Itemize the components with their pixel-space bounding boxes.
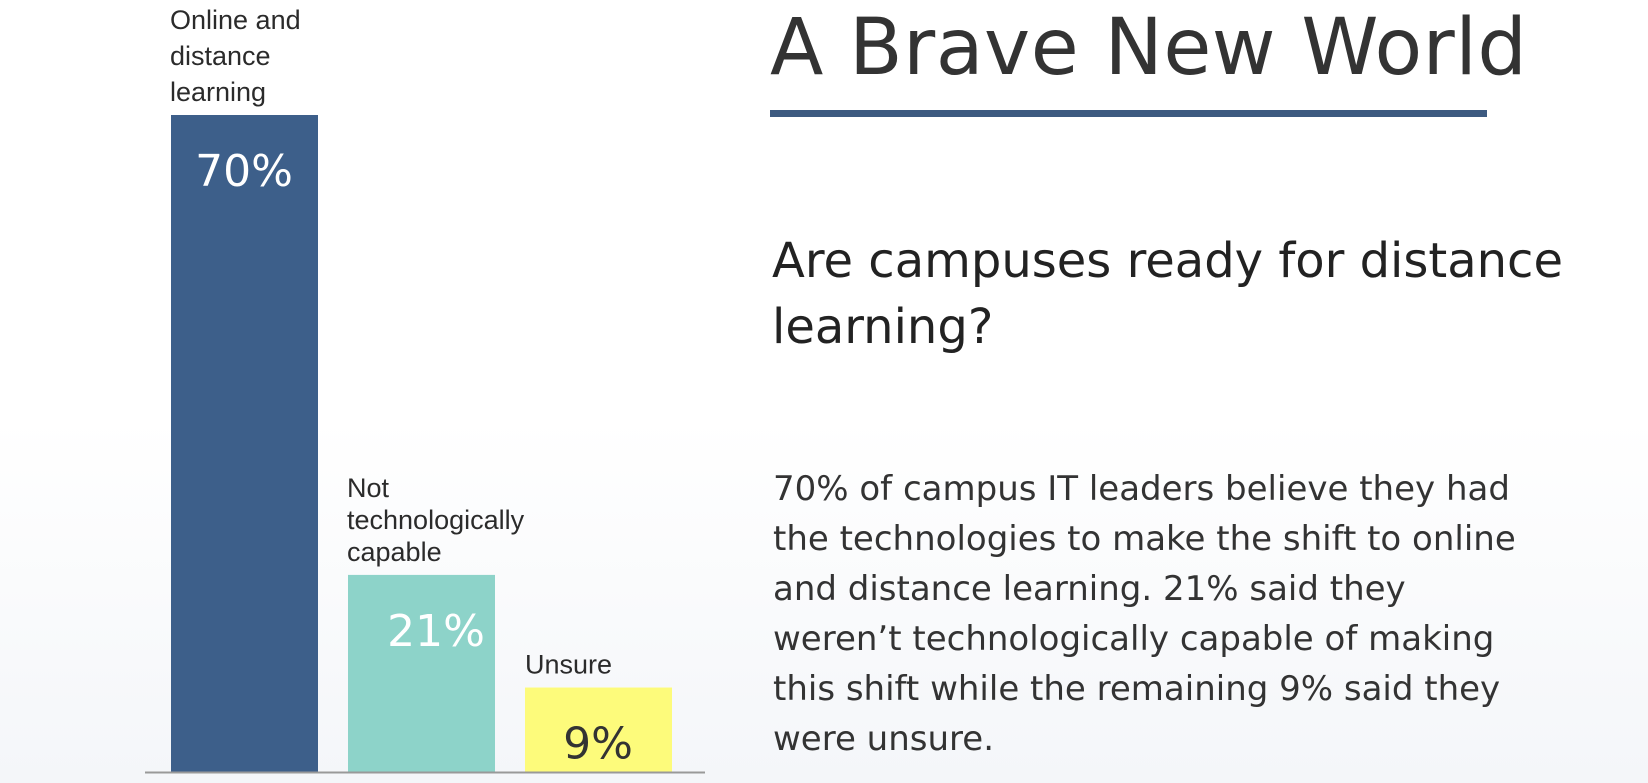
page-title: A Brave New World — [770, 3, 1528, 93]
category-label-line: learning — [170, 77, 266, 107]
category-label-line: distance — [170, 41, 271, 71]
category-label-line: Unsure — [525, 650, 612, 680]
bar-value-label: 9% — [563, 719, 633, 770]
title-underline — [770, 110, 1487, 117]
bar-2 — [348, 574, 495, 772]
category-label: Online and distance learning — [170, 5, 301, 107]
category-label: Unsure — [525, 650, 612, 680]
category-label-line: capable — [347, 537, 442, 567]
bar-value-label: 70% — [195, 146, 293, 197]
category-label-line: Online and — [170, 5, 301, 35]
question-heading: Are campuses ready for distance learning… — [772, 233, 1563, 355]
summary-paragraph: 70% of campus IT leaders believe they ha… — [773, 469, 1516, 759]
bar-chart: 70% Online and distance learning 21% Not techn… — [145, 5, 705, 774]
category-label-line: technologically — [347, 505, 525, 535]
bar-3 — [525, 687, 672, 772]
bar-value-label: 21% — [387, 606, 485, 657]
category-label: Not technologically capable — [347, 473, 525, 567]
category-label-line: Not — [347, 473, 390, 503]
bar-1 — [171, 115, 318, 772]
